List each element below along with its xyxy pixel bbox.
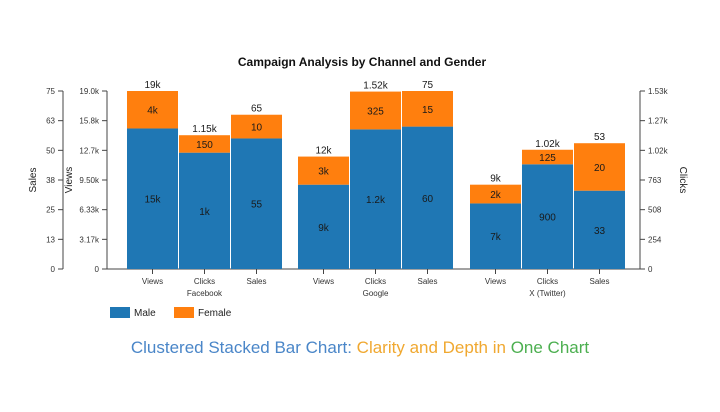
bar-female-value-label: 325 [367,106,384,117]
bar-male-clicks [179,152,230,269]
x-tick-label: Views [313,277,334,286]
caption-part-1: Clustered Stacked Bar Chart: [130,338,357,357]
views-tick-label: 9.50k [79,176,100,185]
bar-male-sales [402,126,453,269]
bar-total-label: 1.02k [535,139,560,150]
x-tick-label: Clicks [365,277,386,286]
sales-axis-label: Sales [28,167,39,192]
x-tick-label: Clicks [537,277,558,286]
x-tick-label: Views [142,277,163,286]
bar-total-label: 12k [315,146,332,157]
bar-female-value-label: 3k [318,167,330,178]
views-tick-label: 6.33k [79,206,100,215]
bar-female-clicks [350,91,401,130]
group-label: X (Twitter) [529,289,566,298]
sales-tick-label: 0 [51,265,56,274]
bar-male-value-label: 33 [594,226,606,237]
chart-svg: Campaign Analysis by Channel and Gender … [28,55,688,319]
sales-tick-label: 25 [46,206,55,215]
bar-male-value-label: 900 [539,213,556,224]
bar-male-value-label: 7k [490,232,502,243]
bar-female-value-label: 20 [594,163,606,174]
sales-tick-label: 50 [46,146,55,155]
clicks-tick-label: 1.02k [648,146,669,155]
clicks-axis-label: Clicks [677,167,688,194]
bars-layer: 15k 4k 19k 1k 150 1.15k 55 10 65 9k 3k 12k 1.2k 325 1.… [127,80,625,269]
bar-total-label: 1.15k [192,124,217,135]
group-label: Facebook [187,289,223,298]
bar-total-label: 9k [490,174,502,185]
legend-label-male: Male [134,308,156,319]
legend: Male Female [110,307,232,319]
bar-female-value-label: 125 [539,153,556,164]
bar-male-clicks [350,129,401,269]
legend-swatch-female [174,307,194,318]
bar-female-value-label: 2k [490,190,502,201]
bar-total-label: 1.52k [363,81,388,92]
clicks-tick-label: 508 [648,206,662,215]
bar-male-views [298,184,349,269]
caption-part-2: Clarity and Depth in [356,338,511,357]
x-tick-label: Sales [246,277,266,286]
bar-female-sales [402,91,453,127]
bar-female-sales [231,114,282,139]
bar-total-label: 75 [422,80,434,91]
x-tick-label: Sales [417,277,437,286]
clicks-tick-label: 1.27k [648,117,669,126]
bar-male-value-label: 55 [251,200,263,211]
bar-male-clicks [522,164,573,269]
bar-male-value-label: 1.2k [366,195,386,206]
bar-total-label: 19k [144,80,161,91]
bar-female-value-label: 150 [196,140,213,151]
bar-female-value-label: 15 [422,105,434,116]
bar-female-value-label: 10 [251,123,263,134]
views-axis-label: Views [64,167,75,194]
x-tick-label: Sales [589,277,609,286]
views-tick-label: 15.8k [79,117,100,126]
sales-tick-label: 38 [46,176,55,185]
views-tick-label: 19.0k [79,87,100,96]
bar-female-value-label: 4k [147,106,159,117]
bar-total-label: 53 [594,132,606,143]
legend-label-female: Female [198,308,232,319]
legend-swatch-male [110,307,130,318]
sales-tick-label: 13 [46,235,55,244]
views-tick-label: 0 [95,265,100,274]
chart-title: Campaign Analysis by Channel and Gender [238,55,487,69]
bar-male-value-label: 1k [199,207,211,218]
views-tick-label: 12.7k [79,146,100,155]
views-tick-label: 3.17k [79,235,100,244]
bar-female-views [298,156,349,185]
bar-male-value-label: 15k [144,195,161,206]
bar-female-views [470,184,521,204]
caption-part-3: One Chart [510,338,590,357]
sales-tick-label: 75 [46,87,55,96]
sales-tick-label: 63 [46,117,55,126]
bar-female-views [127,91,178,129]
group-label: Google [363,289,389,298]
axes-layer: 0 13 25 38 50 63 75 Sales 0 3.17k 6.33k 9.50k 12.7k 1… [28,87,688,298]
bar-total-label: 65 [251,104,263,115]
x-tick-label: Views [485,277,506,286]
bar-male-value-label: 9k [318,223,330,234]
bar-male-views [127,128,178,269]
bar-male-sales [231,138,282,269]
clicks-tick-label: 254 [648,235,662,244]
x-tick-label: Clicks [194,277,215,286]
bar-male-value-label: 60 [422,194,434,205]
bar-female-clicks [179,135,230,153]
bar-male-views [470,203,521,269]
clicks-tick-label: 0 [648,265,653,274]
bar-female-sales [574,143,625,191]
clicks-tick-label: 1.53k [648,87,669,96]
clicks-tick-label: 763 [648,176,662,185]
bar-male-sales [574,190,625,269]
caption: Clustered Stacked Bar Chart: Clarity and… [0,338,720,358]
bar-female-clicks [522,149,573,165]
